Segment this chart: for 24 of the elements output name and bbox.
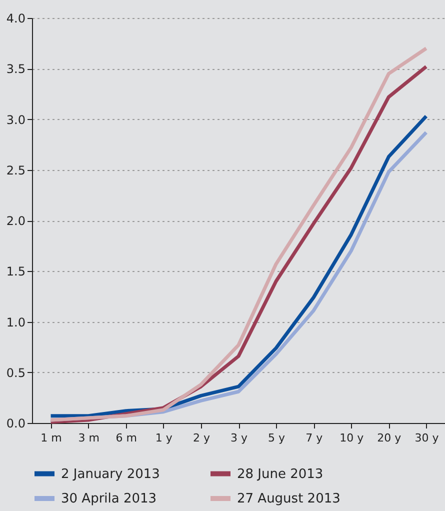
x-tick-label: 2 y xyxy=(192,432,210,444)
x-tick-label: 3 y xyxy=(230,432,248,444)
y-tick-label: 3.5 xyxy=(6,62,26,76)
y-tick-label: 4.0 xyxy=(6,12,26,26)
legend-label: 30 Aprila 2013 xyxy=(61,492,157,506)
x-tick-label: 1 m xyxy=(40,432,62,444)
y-tick-label: 3.0 xyxy=(6,112,26,127)
y-tick-label: 1.5 xyxy=(6,264,26,279)
x-tick-label: 1 y xyxy=(155,432,173,444)
x-tick-label: 7 y xyxy=(306,432,324,444)
y-tick-label: 2.5 xyxy=(6,163,26,178)
y-tick-label: 1.0 xyxy=(6,315,26,330)
x-tick-label: 30 y xyxy=(414,432,440,444)
x-tick-label: 3 m xyxy=(78,432,100,444)
x-tick-label: 10 y xyxy=(340,432,364,444)
legend-label: 27 August 2013 xyxy=(237,492,340,506)
legend-label: 28 June 2013 xyxy=(237,466,324,482)
x-tick-label: 6 m xyxy=(116,432,137,444)
x-tick-label: 20 y xyxy=(377,432,402,444)
legend-label: 2 January 2013 xyxy=(61,466,160,482)
y-tick-label: 0.0 xyxy=(6,416,26,430)
y-tick-label: 2.0 xyxy=(6,214,26,228)
y-tick-label: 0.5 xyxy=(6,366,26,380)
x-tick-label: 5 y xyxy=(268,432,286,444)
